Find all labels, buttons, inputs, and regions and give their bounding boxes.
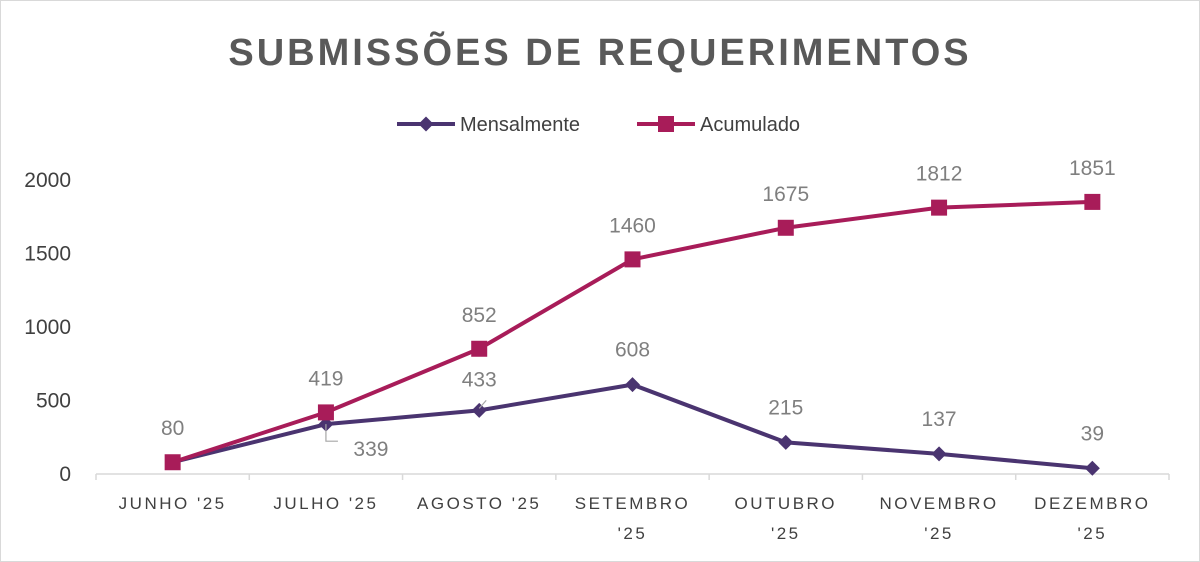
marker-square xyxy=(624,251,641,268)
data-label: 852 xyxy=(462,304,497,327)
legend-label: Acumulado xyxy=(700,114,800,136)
marker-square xyxy=(658,116,674,132)
data-label: 1812 xyxy=(916,163,963,186)
marker-square xyxy=(471,340,488,357)
y-tick-label: 0 xyxy=(59,463,71,486)
marker-square xyxy=(1084,193,1101,210)
marker-square xyxy=(777,219,794,236)
marker-diamond xyxy=(418,116,434,132)
x-tick-label: NOVEMBRO '25 xyxy=(879,494,998,543)
data-label: 1851 xyxy=(1069,157,1116,180)
marker-diamond xyxy=(471,402,487,418)
marker-diamond xyxy=(1084,460,1100,476)
data-label: 1675 xyxy=(762,183,809,206)
x-tick-label: AGOSTO '25 xyxy=(417,494,541,513)
data-label: 419 xyxy=(308,367,343,390)
y-tick-label: 1000 xyxy=(24,316,71,339)
y-tick-label: 500 xyxy=(36,390,71,413)
leader-line xyxy=(478,399,487,409)
data-label: 137 xyxy=(922,408,957,431)
leader-line xyxy=(325,424,338,442)
data-label: 339 xyxy=(353,438,388,461)
marker-square xyxy=(317,404,334,421)
x-tick-label: JUNHO '25 xyxy=(119,494,227,513)
x-tick-label: JULHO '25 xyxy=(273,494,378,513)
y-tick-label: 1500 xyxy=(24,243,71,266)
data-label: 39 xyxy=(1081,422,1104,445)
x-tick-label: SETEMBRO '25 xyxy=(575,494,690,543)
marker-diamond xyxy=(625,377,640,393)
axes: 0 500 1000 1500 2000 JUNHO '25 JULHO '25 AGOSTO… xyxy=(24,169,1170,543)
x-tick-label: OUTUBRO '25 xyxy=(735,494,838,543)
marker-diamond xyxy=(778,434,794,450)
data-labels: 80 419 852 1460 1675 1812 1851 339 433 608 215 137 3… xyxy=(161,157,1116,461)
chart-title: SUBMISSÕES DE REQUERIMENTOS xyxy=(228,30,971,74)
marker-square xyxy=(164,454,181,471)
marker-diamond xyxy=(931,446,947,462)
legend-label: Mensalmente xyxy=(460,114,580,136)
data-label: 608 xyxy=(615,339,650,362)
data-label: 215 xyxy=(768,396,803,419)
data-label: 1460 xyxy=(609,214,656,237)
data-label: 80 xyxy=(161,417,184,440)
marker-square xyxy=(931,199,948,216)
data-label: 433 xyxy=(462,368,497,391)
y-tick-label: 2000 xyxy=(24,169,71,192)
legend: Mensalmente Acumulado xyxy=(397,114,800,136)
x-tick-label: DEZEMBRO '25 xyxy=(1034,494,1150,543)
